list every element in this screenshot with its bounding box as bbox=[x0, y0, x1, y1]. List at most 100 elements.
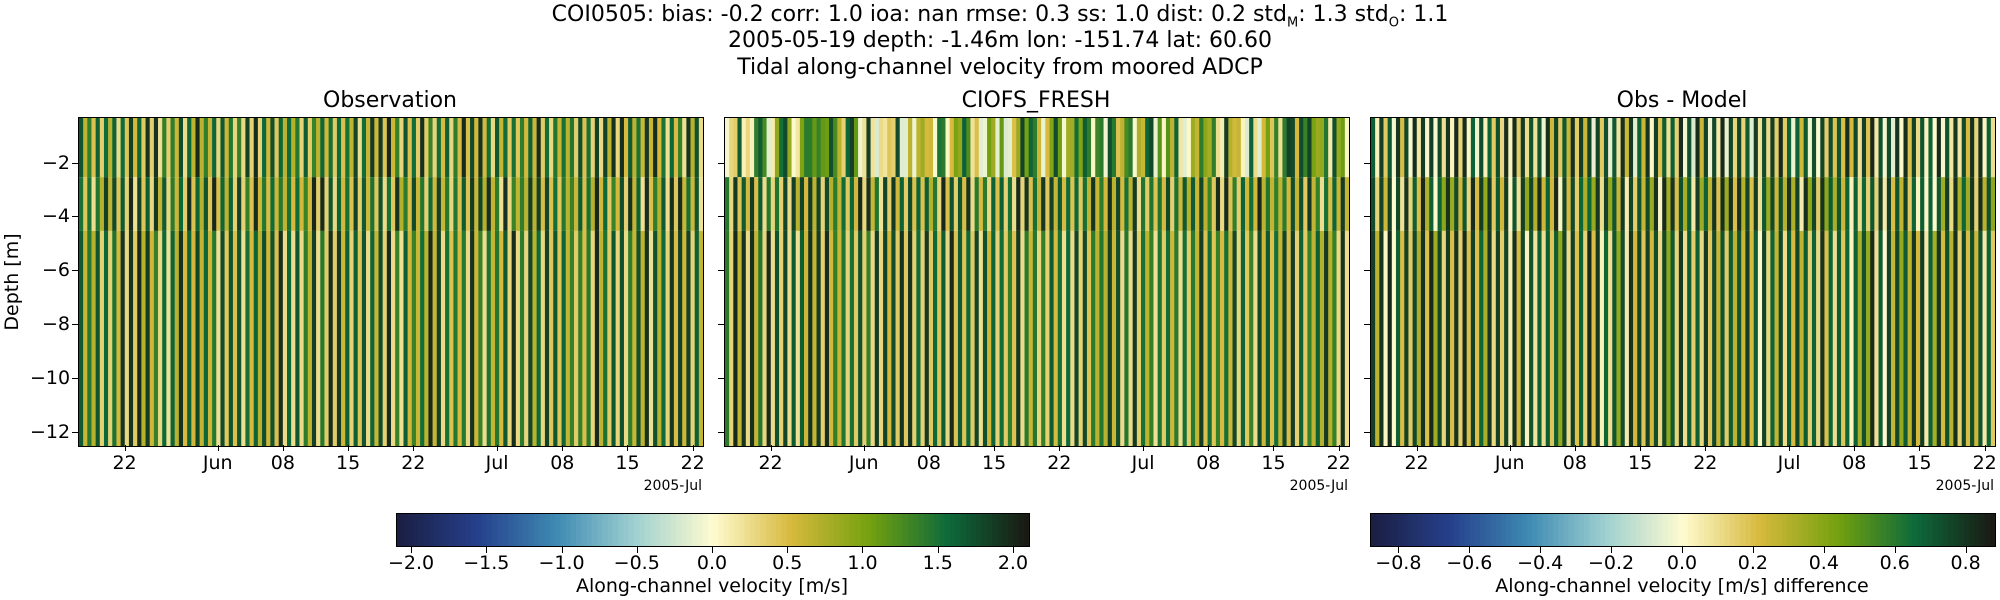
heatmap-cell bbox=[1165, 118, 1171, 178]
colorbar-segment bbox=[1553, 514, 1559, 546]
heatmap-cell bbox=[307, 118, 313, 178]
heatmap-cell bbox=[1061, 118, 1067, 178]
heatmap-cell bbox=[1495, 230, 1501, 446]
x-tick-mark bbox=[1705, 445, 1707, 451]
heatmap-cell bbox=[1294, 230, 1300, 446]
colorbar-segment bbox=[470, 514, 477, 546]
heatmap-cell bbox=[1149, 230, 1154, 446]
colorbar-segment bbox=[1594, 514, 1601, 546]
x-tick-label: 22 bbox=[1972, 452, 1997, 474]
heatmap-cell bbox=[1178, 230, 1183, 446]
heatmap-cell bbox=[411, 177, 417, 231]
heatmap-cell bbox=[578, 118, 583, 178]
heatmap-cell bbox=[108, 118, 113, 178]
heatmap-cell bbox=[1499, 118, 1505, 178]
heatmap-cell bbox=[1470, 118, 1476, 178]
heatmap-cell bbox=[128, 230, 134, 446]
heatmap-cell bbox=[257, 177, 263, 231]
colorbar-segment bbox=[1023, 514, 1029, 546]
heatmap-cell bbox=[1599, 230, 1605, 446]
heatmap-cell bbox=[766, 118, 772, 178]
heatmap-cell bbox=[1032, 177, 1038, 231]
heatmap-cell bbox=[837, 177, 842, 231]
heatmap-cell bbox=[1174, 177, 1179, 231]
heatmap-cell bbox=[349, 230, 354, 446]
colorbar-segment bbox=[1428, 514, 1434, 546]
heatmap-cell bbox=[1716, 177, 1721, 231]
heatmap-cell bbox=[1103, 177, 1109, 231]
x-tick-mark bbox=[124, 445, 126, 451]
heatmap-cell bbox=[470, 230, 475, 446]
colorbar-segment bbox=[1896, 514, 1902, 546]
heatmap-cell bbox=[257, 118, 263, 178]
heatmap-cell bbox=[1595, 230, 1601, 446]
heatmap-cell bbox=[1516, 118, 1522, 178]
x-tick-mark bbox=[217, 445, 219, 451]
heatmap-cell bbox=[1211, 230, 1217, 446]
colorbar-segment bbox=[918, 514, 925, 546]
heatmap-cell bbox=[1832, 118, 1838, 178]
heatmap-cell bbox=[1003, 230, 1009, 446]
heatmap-cell bbox=[1195, 177, 1200, 231]
heatmap-cell bbox=[474, 230, 479, 446]
heatmap-cell bbox=[698, 177, 703, 231]
heatmap-cell bbox=[299, 230, 304, 446]
heatmap-cell bbox=[1678, 230, 1684, 446]
colorbar-segment bbox=[586, 514, 593, 546]
heatmap-cell bbox=[353, 230, 359, 446]
heatmap-cell bbox=[665, 118, 671, 178]
heatmap-cell bbox=[1603, 230, 1609, 446]
y-tick-label: −12 bbox=[30, 420, 71, 443]
heatmap-cell bbox=[1965, 118, 1971, 178]
heatmap-cell bbox=[349, 177, 354, 231]
heatmap-cell bbox=[440, 177, 446, 231]
heatmap-cell bbox=[1441, 230, 1447, 446]
heatmap-cell bbox=[1215, 177, 1221, 231]
heatmap-cell bbox=[1961, 230, 1967, 446]
colorbar-segment bbox=[1605, 514, 1611, 546]
colorbar-segment bbox=[955, 514, 962, 546]
heatmap-cell bbox=[382, 118, 388, 178]
heatmap-cell bbox=[1391, 230, 1397, 446]
heatmap-cell bbox=[345, 230, 350, 446]
heatmap-cell bbox=[962, 177, 967, 231]
heatmap-cell bbox=[1107, 177, 1113, 231]
heatmap-cell bbox=[361, 177, 367, 231]
heatmap-cell bbox=[903, 118, 909, 178]
heatmap-cell bbox=[661, 230, 666, 446]
heatmap-cell bbox=[1120, 118, 1125, 178]
heatmap-cell bbox=[1145, 177, 1150, 231]
heatmap-cell bbox=[978, 118, 984, 178]
colorbar-segment bbox=[697, 514, 703, 546]
heatmap-cell bbox=[849, 118, 855, 178]
heatmap-cell bbox=[320, 177, 325, 231]
heatmap-cell bbox=[207, 118, 213, 178]
heatmap-cell bbox=[1086, 230, 1092, 446]
heatmap-cell bbox=[1203, 118, 1208, 178]
heatmap-cell bbox=[461, 230, 467, 446]
colorbar-segment bbox=[1542, 514, 1549, 546]
heatmap-cell bbox=[1949, 118, 1954, 178]
heatmap-cell bbox=[1016, 230, 1021, 446]
heatmap-cell bbox=[1344, 118, 1349, 178]
heatmap-cell bbox=[1274, 118, 1279, 178]
heatmap-cell bbox=[1770, 230, 1775, 446]
heatmap-cell bbox=[1928, 118, 1933, 178]
x-tick-label: 08 bbox=[1196, 452, 1221, 474]
heatmap-cell bbox=[1070, 177, 1075, 231]
heatmap-cell bbox=[482, 230, 487, 446]
heatmap-cell bbox=[903, 230, 909, 446]
heatmap-cell bbox=[266, 118, 271, 178]
heatmap-cell bbox=[324, 230, 329, 446]
x-tick-mark bbox=[1984, 445, 1986, 451]
heatmap-cell bbox=[619, 118, 625, 178]
heatmap-cell bbox=[1932, 177, 1938, 231]
colorbar-segment bbox=[1776, 514, 1783, 546]
heatmap-cell bbox=[436, 230, 442, 446]
x-tick-label: 15 bbox=[615, 452, 640, 474]
colorbar-segment bbox=[1698, 514, 1705, 546]
heatmap-cell bbox=[341, 177, 346, 231]
heatmap-cell bbox=[407, 230, 413, 446]
colorbar-segment bbox=[855, 514, 861, 546]
heatmap-cell bbox=[1712, 177, 1717, 231]
